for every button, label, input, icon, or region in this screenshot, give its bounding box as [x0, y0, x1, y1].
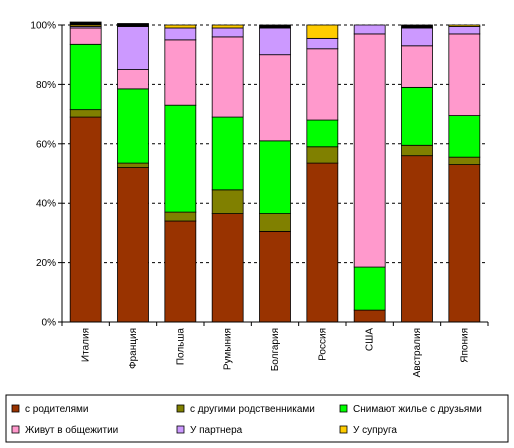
bar-segment [117, 162, 149, 168]
legend: с родителями с другими родственниками Сним… [5, 394, 509, 443]
bar-segment [353, 266, 386, 311]
bar-segment [69, 43, 102, 111]
legend-swatch [11, 404, 20, 413]
category-label: Япония [459, 328, 470, 363]
bar-segment [164, 27, 197, 41]
bars [69, 21, 481, 323]
bar-segment [211, 27, 244, 38]
bar-segment [259, 231, 291, 323]
bar-segment [353, 24, 386, 35]
bar-segment [401, 24, 433, 29]
legend-swatch [176, 404, 185, 413]
bar-segment [259, 54, 291, 142]
bar-segment [164, 211, 197, 222]
category-label: Италия [81, 328, 92, 362]
bar-segment [448, 115, 481, 158]
bar-segment [69, 116, 102, 323]
bar-segment [211, 24, 244, 29]
axes [58, 24, 489, 326]
bar-segment [69, 27, 102, 45]
legend-label: с другими родственниками [190, 404, 315, 415]
category-label: Польша [175, 328, 186, 366]
bar-segment [448, 26, 481, 35]
bar-segment [306, 37, 339, 50]
bar-segment [117, 167, 149, 323]
bar-segment [448, 156, 481, 165]
bar-segment [211, 36, 244, 118]
legend-swatch [339, 425, 348, 434]
legend-label: Снимают жилье с друзьями [353, 404, 482, 415]
legend-swatch [339, 404, 348, 413]
bar-segment [164, 220, 197, 323]
category-label: США [365, 328, 376, 351]
bar-segment [259, 27, 291, 56]
bar-segment [306, 48, 339, 121]
bar-segment [448, 164, 481, 323]
bar-segment [306, 24, 339, 39]
y-tick-label: 0% [42, 318, 57, 329]
x-axis-labels: Италия Франция Польша Румыния Болгария Россия… [81, 328, 471, 378]
category-label: Австралия [412, 328, 423, 377]
bar-segment [306, 146, 339, 164]
category-label: Франция [128, 328, 139, 369]
bar-segment [117, 88, 149, 164]
bar-segment [117, 69, 149, 90]
bar-segment [69, 109, 102, 118]
bar-segment [401, 144, 433, 157]
y-tick-label: 80% [36, 80, 56, 91]
bar-segment [117, 26, 149, 70]
bar-segment [164, 39, 197, 106]
bar-segment [353, 33, 386, 268]
bar-segment [211, 189, 244, 214]
category-label: Россия [317, 328, 328, 361]
bar-segment [306, 162, 339, 323]
bar-segment [164, 104, 197, 213]
legend-label: У супруга [353, 425, 397, 436]
bar-segment [117, 23, 149, 27]
bar-segment [401, 27, 433, 47]
bar-segment [306, 119, 339, 148]
bar-segment [211, 116, 244, 191]
bar-segment [259, 24, 291, 29]
bar-segment [211, 213, 244, 323]
bar-segment [69, 21, 102, 26]
bar-segment [259, 213, 291, 232]
bar-segment [401, 86, 433, 146]
y-tick-label: 20% [36, 258, 56, 269]
legend-label: с родителями [25, 404, 89, 415]
bar-segment [448, 24, 481, 27]
legend-swatch [176, 425, 185, 434]
bar-segment [448, 33, 481, 116]
category-label: Румыния [223, 328, 234, 370]
bar-segment [353, 309, 386, 323]
y-tick-label: 40% [36, 199, 56, 210]
y-tick-label: 100% [30, 21, 56, 32]
category-label: Болгария [270, 328, 281, 371]
legend-box [5, 394, 509, 443]
legend-label: У партнера [190, 425, 243, 436]
bar-segment [259, 140, 291, 214]
y-axis-ticks: 0% 20% 40% 60% 80% 100% [30, 21, 56, 329]
legend-swatch [11, 425, 20, 434]
bar-segment [401, 155, 433, 323]
y-tick-label: 60% [36, 139, 56, 150]
legend-label: Живут в общежитии [25, 424, 118, 436]
bar-segment [164, 24, 197, 29]
bar-segment [401, 45, 433, 88]
